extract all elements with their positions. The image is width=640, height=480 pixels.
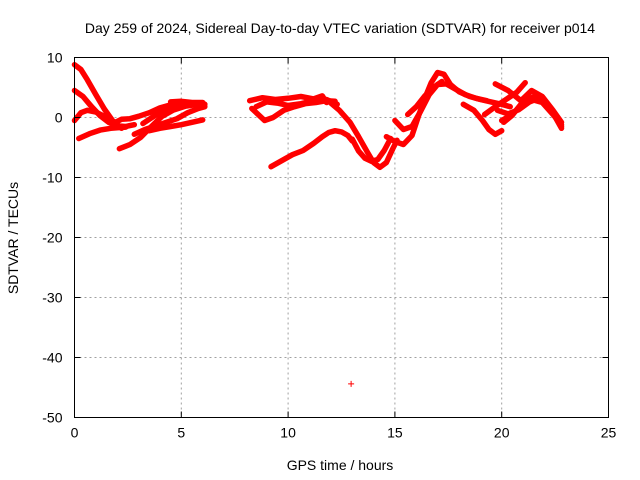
axis-ticks: 0 5 10 15 20 25 -50 -40 -30 -20 -10 0 10 xyxy=(42,50,616,441)
series-track-25 xyxy=(501,96,565,128)
y-tick-label: 0 xyxy=(55,110,63,126)
series-track-7 xyxy=(131,103,208,138)
series-track-4 xyxy=(76,124,129,142)
y-tick-label: -30 xyxy=(42,290,62,306)
outlier-point xyxy=(348,380,355,387)
plot-frame xyxy=(74,57,609,418)
y-axis-label: SDTVAR / TECUs xyxy=(5,182,21,294)
x-tick-label: 0 xyxy=(71,425,79,441)
series-track-16 xyxy=(349,135,394,165)
series-track-20 xyxy=(460,101,505,138)
series-track-15 xyxy=(315,94,400,171)
x-tick-label: 5 xyxy=(177,425,185,441)
series-track-5 xyxy=(110,100,185,127)
y-tick-label: -10 xyxy=(42,170,62,186)
x-tick-label: 15 xyxy=(387,425,403,441)
y-tick-label: -50 xyxy=(42,410,62,426)
series-track-3 xyxy=(71,107,120,127)
x-axis-label: GPS time / hours xyxy=(287,457,394,473)
x-tick-label: 25 xyxy=(601,425,617,441)
series-track-10 xyxy=(167,98,206,106)
x-tick-label: 10 xyxy=(280,425,296,441)
series-track-9 xyxy=(146,117,206,134)
y-tick-label: 10 xyxy=(47,50,63,66)
series-track-14 xyxy=(268,127,355,170)
data-series xyxy=(71,61,565,387)
y-tick-label: -40 xyxy=(42,350,62,366)
y-tick-label: -20 xyxy=(42,230,62,246)
series-track-21 xyxy=(481,79,528,118)
series-track-19 xyxy=(404,78,445,118)
x-tick-label: 20 xyxy=(494,425,510,441)
chart-title: Day 259 of 2024, Sidereal Day-to-day VTE… xyxy=(85,20,595,36)
